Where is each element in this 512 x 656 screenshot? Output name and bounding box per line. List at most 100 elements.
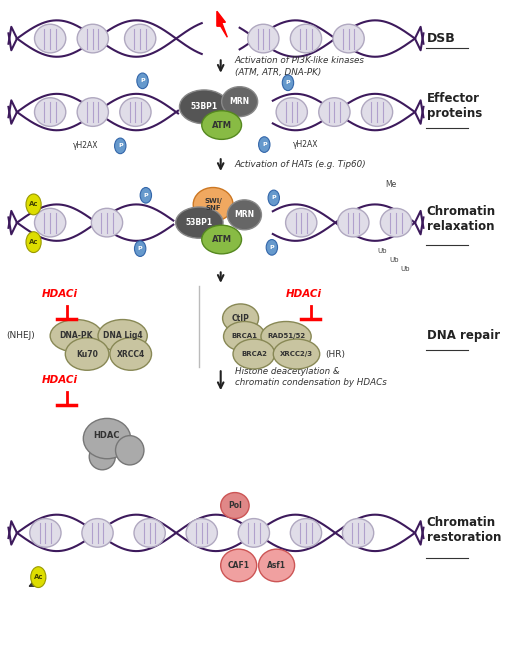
Ellipse shape — [50, 319, 102, 352]
Text: MRN: MRN — [229, 97, 250, 106]
Text: P: P — [140, 78, 145, 83]
Ellipse shape — [273, 339, 319, 369]
Ellipse shape — [261, 321, 311, 352]
Text: HDACi: HDACi — [286, 289, 322, 299]
Ellipse shape — [286, 209, 317, 237]
Text: (NHEJ): (NHEJ) — [7, 331, 35, 340]
Ellipse shape — [233, 339, 275, 369]
Text: ATM: ATM — [211, 235, 231, 244]
Circle shape — [115, 138, 126, 154]
Text: P: P — [262, 142, 267, 147]
Ellipse shape — [276, 98, 307, 127]
Ellipse shape — [319, 98, 350, 127]
Circle shape — [135, 241, 146, 256]
Ellipse shape — [180, 90, 229, 124]
Ellipse shape — [290, 519, 322, 547]
Text: Activation of PI3K-like kinases
(ATM, ATR, DNA-PK): Activation of PI3K-like kinases (ATM, AT… — [235, 56, 365, 77]
Circle shape — [26, 194, 41, 215]
Ellipse shape — [176, 207, 223, 238]
Text: P: P — [118, 144, 122, 148]
Text: γH2AX: γH2AX — [293, 140, 318, 149]
Text: Ac: Ac — [34, 574, 43, 580]
Text: Ub: Ub — [377, 248, 387, 255]
Text: SWI/
SNF: SWI/ SNF — [204, 198, 222, 211]
Ellipse shape — [83, 419, 131, 459]
Text: γH2AX: γH2AX — [73, 142, 98, 150]
Ellipse shape — [82, 519, 113, 547]
Polygon shape — [217, 11, 227, 37]
Text: P: P — [271, 195, 276, 201]
Circle shape — [259, 136, 270, 152]
Ellipse shape — [186, 519, 218, 547]
Ellipse shape — [223, 304, 259, 333]
Text: BRCA1: BRCA1 — [231, 333, 258, 339]
Ellipse shape — [110, 338, 152, 370]
Text: HDACi: HDACi — [41, 375, 78, 385]
Text: Ku70: Ku70 — [76, 350, 98, 359]
Circle shape — [282, 75, 294, 91]
Ellipse shape — [66, 338, 109, 370]
Ellipse shape — [221, 493, 249, 519]
Text: ATM: ATM — [211, 121, 231, 130]
Ellipse shape — [248, 24, 279, 53]
Ellipse shape — [77, 98, 109, 127]
Ellipse shape — [238, 519, 269, 547]
Text: Activation of HATs (e.g. Tip60): Activation of HATs (e.g. Tip60) — [235, 160, 367, 169]
Ellipse shape — [361, 98, 393, 127]
Ellipse shape — [98, 319, 147, 352]
Text: Ac: Ac — [29, 201, 38, 207]
Ellipse shape — [338, 209, 369, 237]
Ellipse shape — [34, 209, 66, 237]
Text: BRCA2: BRCA2 — [241, 351, 267, 357]
Text: DNA-PK: DNA-PK — [59, 331, 93, 340]
Ellipse shape — [77, 24, 109, 53]
Text: P: P — [286, 80, 290, 85]
Text: 53BP1: 53BP1 — [186, 218, 213, 227]
Ellipse shape — [91, 209, 123, 237]
Text: 53BP1: 53BP1 — [190, 102, 218, 112]
Text: Pol: Pol — [228, 501, 242, 510]
Ellipse shape — [34, 24, 66, 53]
Text: XRCC4: XRCC4 — [117, 350, 145, 359]
Circle shape — [266, 239, 278, 255]
Text: HDAC: HDAC — [93, 432, 119, 440]
Ellipse shape — [30, 519, 61, 547]
Text: MRN: MRN — [234, 211, 254, 219]
Ellipse shape — [227, 200, 262, 230]
Ellipse shape — [202, 111, 242, 139]
Text: XRCC2/3: XRCC2/3 — [280, 351, 313, 357]
Text: Chromatin
restoration: Chromatin restoration — [427, 516, 501, 544]
Text: Asf1: Asf1 — [267, 561, 286, 570]
Text: Histone deacetylation &
chromatin condensation by HDACs: Histone deacetylation & chromatin conden… — [235, 367, 387, 388]
Circle shape — [137, 73, 148, 89]
Circle shape — [268, 190, 280, 206]
Ellipse shape — [333, 24, 364, 53]
Text: Ac: Ac — [29, 239, 38, 245]
Ellipse shape — [89, 443, 115, 470]
Ellipse shape — [259, 549, 294, 582]
Ellipse shape — [134, 519, 165, 547]
Ellipse shape — [34, 98, 66, 127]
Text: (HR): (HR) — [325, 350, 345, 359]
Ellipse shape — [343, 519, 374, 547]
Ellipse shape — [224, 321, 265, 352]
Text: Ub: Ub — [400, 266, 410, 272]
Ellipse shape — [221, 549, 257, 582]
Text: DNA repair: DNA repair — [427, 329, 500, 342]
Ellipse shape — [222, 87, 258, 117]
Text: P: P — [269, 245, 274, 250]
Text: Effector
proteins: Effector proteins — [427, 92, 482, 119]
Text: Chromatin
relaxation: Chromatin relaxation — [427, 205, 496, 234]
Text: Me: Me — [386, 180, 397, 190]
Ellipse shape — [380, 209, 412, 237]
Text: RAD51/52: RAD51/52 — [267, 333, 305, 339]
Text: CtIP: CtIP — [231, 314, 249, 323]
Text: P: P — [143, 193, 148, 198]
Ellipse shape — [124, 24, 156, 53]
Ellipse shape — [120, 98, 151, 127]
Circle shape — [31, 567, 46, 588]
Text: DSB: DSB — [427, 32, 456, 45]
Ellipse shape — [116, 436, 144, 465]
Ellipse shape — [193, 188, 233, 221]
Text: P: P — [138, 246, 142, 251]
